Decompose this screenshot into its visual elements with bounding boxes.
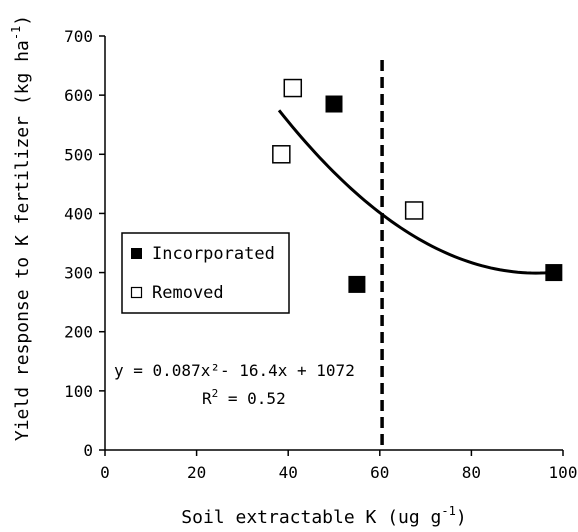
y-axis-title-sup: -1: [9, 26, 23, 40]
y-axis-title-main: Yield response to K fertilizer (kg ha: [12, 40, 33, 441]
trendline-equation: y = 0.087x²- 16.4x + 1072: [114, 361, 355, 380]
x-tick-label: 80: [462, 463, 481, 482]
y-tick-label: 500: [64, 145, 93, 164]
legend-label-removed: Removed: [152, 283, 224, 303]
x-axis-title-main: Soil extractable K (ug g: [181, 507, 441, 528]
x-axis-title-sup: -1: [441, 504, 455, 518]
x-tick-label: 60: [370, 463, 389, 482]
legend: Incorporated Removed: [121, 232, 290, 314]
y-tick-label: 700: [64, 27, 93, 46]
y-tick-label: 200: [64, 323, 93, 342]
data-point-incorporated: [545, 264, 563, 282]
legend-marker-incorporated: [131, 248, 142, 259]
y-axis-title: Yield response to K fertilizer (kg ha-1): [9, 15, 33, 441]
r-squared-prefix: R: [202, 389, 212, 408]
data-point-incorporated: [348, 275, 366, 293]
legend-marker-removed: [130, 286, 143, 299]
legend-box: [121, 232, 290, 314]
x-tick-label: 40: [279, 463, 298, 482]
data-point-removed: [283, 78, 303, 98]
y-tick-label: 300: [64, 264, 93, 283]
plot-area: 0 100 200 300 400 500 600 700 0 20 40 60 80 100: [64, 27, 577, 482]
x-tick-label: 100: [549, 463, 578, 482]
y-tick-label: 100: [64, 382, 93, 401]
x-axis-title-tail: ): [456, 507, 467, 528]
y-tick-label: 600: [64, 86, 93, 105]
r-squared-value: = 0.52: [218, 389, 285, 408]
trendline-curve: [277, 109, 550, 275]
r-squared-text: R2 = 0.52: [202, 387, 286, 408]
y-axis-title-tail: ): [12, 15, 33, 26]
legend-label-incorporated: Incorporated: [152, 244, 275, 264]
y-tick-label: 0: [83, 441, 93, 460]
x-axis-title: Soil extractable K (ug g-1): [181, 504, 466, 528]
data-point-removed: [404, 201, 424, 220]
data-point-incorporated: [325, 95, 343, 113]
r-squared-sup: 2: [212, 387, 219, 400]
x-tick-label: 20: [187, 463, 206, 482]
x-tick-label: 0: [100, 463, 110, 482]
data-point-removed: [272, 145, 291, 164]
y-tick-label: 400: [64, 204, 93, 223]
